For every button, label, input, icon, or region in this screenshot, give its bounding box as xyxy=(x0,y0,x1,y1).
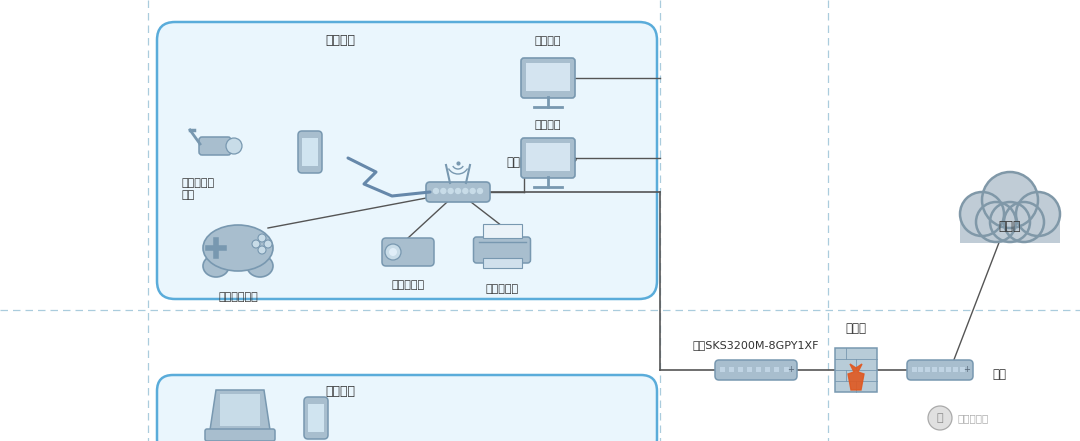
Text: 一楼无线路由器加AP: 一楼无线路由器加AP xyxy=(507,156,577,168)
FancyBboxPatch shape xyxy=(959,366,964,371)
Circle shape xyxy=(441,188,446,194)
Text: 二楼设备: 二楼设备 xyxy=(325,385,355,398)
FancyBboxPatch shape xyxy=(483,258,522,268)
Text: 防火墙: 防火墙 xyxy=(846,322,866,335)
Circle shape xyxy=(470,188,475,194)
Text: 一楼打印机: 一楼打印机 xyxy=(485,284,518,294)
FancyBboxPatch shape xyxy=(907,360,973,380)
FancyBboxPatch shape xyxy=(960,213,1059,243)
FancyBboxPatch shape xyxy=(526,143,570,171)
FancyBboxPatch shape xyxy=(473,237,530,263)
FancyBboxPatch shape xyxy=(939,366,944,371)
FancyBboxPatch shape xyxy=(912,366,917,371)
FancyBboxPatch shape xyxy=(738,366,743,371)
Text: 互联网: 互联网 xyxy=(999,220,1022,232)
Text: 客厅游戏主机: 客厅游戏主机 xyxy=(218,292,258,302)
Circle shape xyxy=(258,234,266,242)
Polygon shape xyxy=(848,364,864,390)
Text: 一楼监控摄
像头: 一楼监控摄 像头 xyxy=(183,178,215,200)
FancyBboxPatch shape xyxy=(382,238,434,266)
Text: +: + xyxy=(787,366,795,374)
FancyBboxPatch shape xyxy=(835,348,877,392)
FancyBboxPatch shape xyxy=(521,58,575,98)
FancyBboxPatch shape xyxy=(199,137,231,155)
Circle shape xyxy=(456,188,460,194)
Text: 客厅投影仪: 客厅投影仪 xyxy=(391,280,424,290)
Polygon shape xyxy=(210,390,270,430)
FancyBboxPatch shape xyxy=(756,366,761,371)
Circle shape xyxy=(928,406,951,430)
Circle shape xyxy=(384,244,401,260)
FancyBboxPatch shape xyxy=(719,366,725,371)
FancyBboxPatch shape xyxy=(926,366,930,371)
Circle shape xyxy=(463,188,468,194)
Text: 一楼设备: 一楼设备 xyxy=(325,34,355,47)
FancyBboxPatch shape xyxy=(747,366,752,371)
FancyBboxPatch shape xyxy=(918,366,923,371)
FancyBboxPatch shape xyxy=(932,366,937,371)
FancyBboxPatch shape xyxy=(729,366,733,371)
Circle shape xyxy=(389,248,397,256)
Polygon shape xyxy=(220,394,260,426)
Circle shape xyxy=(433,188,438,194)
FancyBboxPatch shape xyxy=(715,360,797,380)
FancyBboxPatch shape xyxy=(303,397,328,439)
FancyBboxPatch shape xyxy=(157,22,657,299)
FancyBboxPatch shape xyxy=(308,404,324,432)
FancyBboxPatch shape xyxy=(526,63,570,91)
Circle shape xyxy=(264,240,272,248)
Ellipse shape xyxy=(247,255,273,277)
Circle shape xyxy=(448,188,454,194)
Ellipse shape xyxy=(203,255,229,277)
Text: 客厅电视: 客厅电视 xyxy=(535,36,562,46)
FancyBboxPatch shape xyxy=(774,366,780,371)
Text: 卧室电视: 卧室电视 xyxy=(535,120,562,130)
FancyBboxPatch shape xyxy=(521,138,575,178)
Ellipse shape xyxy=(203,225,273,271)
FancyBboxPatch shape xyxy=(946,366,950,371)
Circle shape xyxy=(258,246,266,254)
FancyBboxPatch shape xyxy=(298,131,322,173)
FancyBboxPatch shape xyxy=(483,224,522,238)
Text: 夕克SKS3200M-8GPY1XF: 夕克SKS3200M-8GPY1XF xyxy=(692,340,820,350)
FancyBboxPatch shape xyxy=(157,375,657,441)
Circle shape xyxy=(226,138,242,154)
Circle shape xyxy=(252,240,260,248)
FancyBboxPatch shape xyxy=(302,138,318,166)
FancyBboxPatch shape xyxy=(205,429,275,441)
Text: +: + xyxy=(963,366,971,374)
Text: 什么值得买: 什么值得买 xyxy=(958,413,989,423)
Text: 光猫: 光猫 xyxy=(993,367,1005,381)
FancyBboxPatch shape xyxy=(766,366,770,371)
FancyBboxPatch shape xyxy=(426,182,490,202)
Circle shape xyxy=(477,188,483,194)
Text: 值: 值 xyxy=(936,413,943,423)
FancyBboxPatch shape xyxy=(783,366,788,371)
FancyBboxPatch shape xyxy=(953,366,958,371)
